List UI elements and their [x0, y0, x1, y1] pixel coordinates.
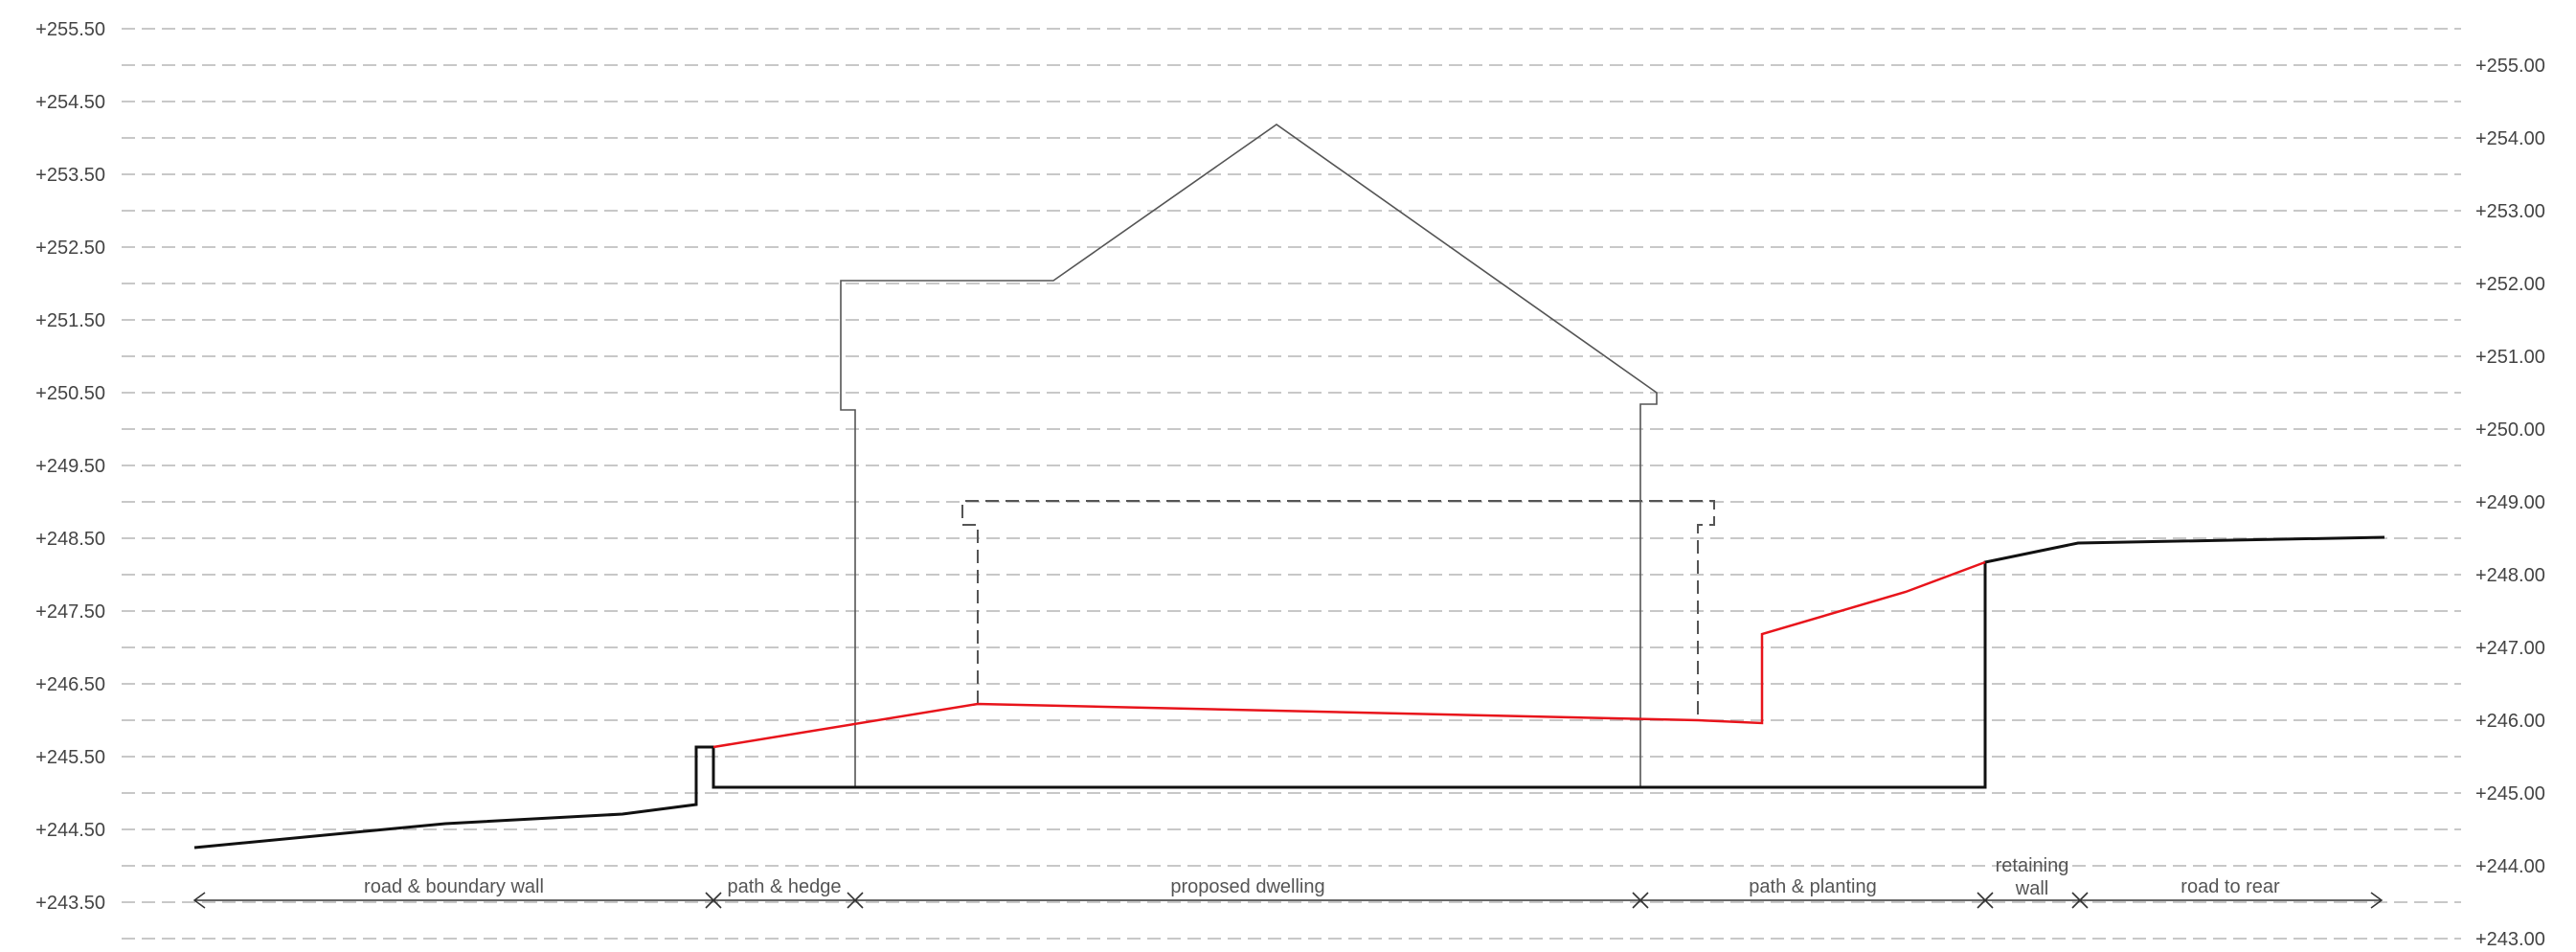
level-label-right: +244.00 — [2475, 856, 2545, 877]
zone-label-proposed-dwelling: proposed dwelling — [1170, 876, 1324, 897]
dimension-tick-marks — [705, 892, 2089, 909]
lower-level-outline — [961, 500, 1715, 720]
dimension-tick — [705, 892, 722, 909]
level-label-left: +249.50 — [35, 456, 105, 477]
level-label-left: +253.50 — [35, 165, 105, 186]
level-label-left: +246.50 — [35, 674, 105, 695]
level-label-left: +254.50 — [35, 92, 105, 113]
zone-label-path-planting: path & planting — [1749, 876, 1876, 897]
zone-label-retaining-wall: retaining — [1996, 855, 2069, 876]
zone-label-path-hedge: path & hedge — [728, 876, 842, 897]
dimension-arrow-right — [2370, 892, 2384, 909]
level-label-left: +255.50 — [35, 19, 105, 40]
dimension-arrow-left — [192, 892, 206, 909]
level-label-left: +247.50 — [35, 601, 105, 623]
level-label-right: +246.00 — [2475, 711, 2545, 732]
right-level-scale: +255.00 +254.00 +253.00 +252.00 +251.00 +250.… — [2475, 56, 2545, 950]
level-label-left: +245.50 — [35, 747, 105, 768]
level-label-right: +247.00 — [2475, 638, 2545, 659]
dimension-tick — [1977, 892, 1994, 909]
level-gridlines — [122, 28, 2461, 940]
level-label-right: +251.00 — [2475, 347, 2545, 368]
level-label-left: +248.50 — [35, 529, 105, 550]
existing-ground-line — [193, 535, 2385, 850]
level-label-left: +251.50 — [35, 310, 105, 331]
zone-label-retaining-wall: wall — [2015, 878, 2048, 899]
dwelling-outline — [840, 124, 1658, 787]
level-label-right: +254.00 — [2475, 128, 2545, 149]
zone-label-road-to-rear: road to rear — [2181, 876, 2280, 897]
dimension-tick — [847, 892, 864, 909]
level-label-right: +253.00 — [2475, 201, 2545, 222]
level-label-left: +250.50 — [35, 383, 105, 404]
level-label-left: +243.50 — [35, 893, 105, 914]
zone-labels: road & boundary wall path & hedge proposed… — [364, 855, 2280, 899]
dimension-tick — [2071, 892, 2089, 909]
proposed-ground-line — [712, 560, 1986, 749]
level-label-right: +248.00 — [2475, 565, 2545, 586]
dimension-tick — [1632, 892, 1649, 909]
level-label-right: +243.00 — [2475, 929, 2545, 950]
level-label-right: +252.00 — [2475, 274, 2545, 295]
level-label-left: +244.50 — [35, 820, 105, 841]
level-label-right: +255.00 — [2475, 56, 2545, 77]
zone-label-road-boundary-wall: road & boundary wall — [364, 876, 544, 897]
level-label-right: +245.00 — [2475, 783, 2545, 805]
level-label-right: +249.00 — [2475, 492, 2545, 513]
left-level-scale: +255.50 +254.50 +253.50 +252.50 +251.50 +250.… — [35, 19, 105, 914]
level-label-left: +252.50 — [35, 238, 105, 259]
level-label-right: +250.00 — [2475, 419, 2545, 441]
